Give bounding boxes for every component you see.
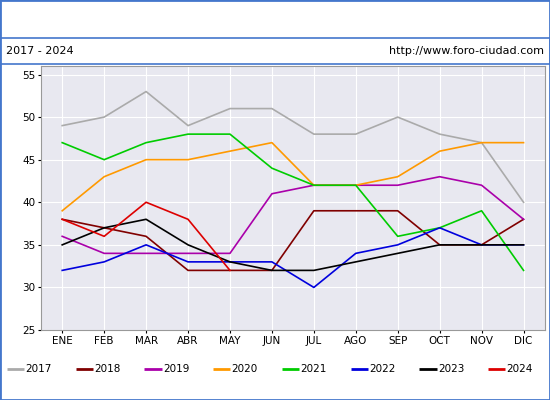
Text: 2020: 2020 — [232, 364, 258, 374]
Text: 2017 - 2024: 2017 - 2024 — [6, 46, 73, 56]
Text: 2018: 2018 — [94, 364, 120, 374]
Text: http://www.foro-ciudad.com: http://www.foro-ciudad.com — [389, 46, 544, 56]
Text: 2021: 2021 — [300, 364, 327, 374]
Text: 2024: 2024 — [507, 364, 533, 374]
Text: 2019: 2019 — [163, 364, 189, 374]
Text: 2017: 2017 — [25, 364, 52, 374]
Text: 2023: 2023 — [438, 364, 464, 374]
Text: 2022: 2022 — [369, 364, 395, 374]
Text: Evolucion del paro registrado en Cabezarados: Evolucion del paro registrado en Cabezar… — [106, 12, 444, 26]
